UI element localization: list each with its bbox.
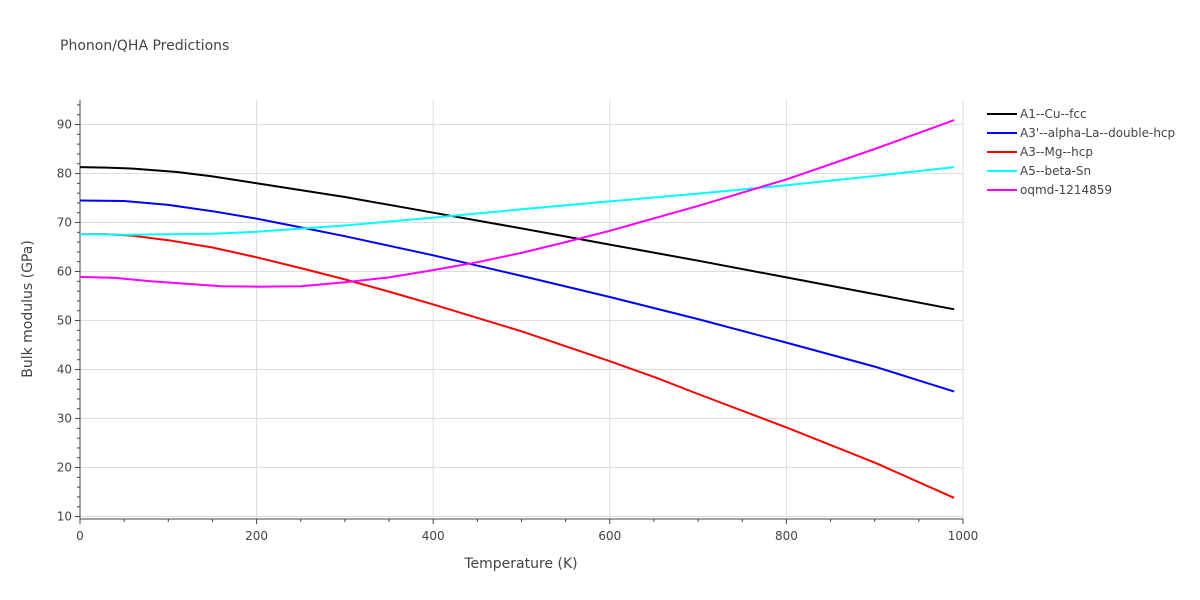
y-tick-label: 80 xyxy=(57,167,72,181)
legend-label-0: A1--Cu--fcc xyxy=(1020,107,1087,121)
series-line-4 xyxy=(79,119,955,288)
legend-label-1: A3'--alpha-La--double-hcp xyxy=(1020,126,1175,140)
y-tick-label: 90 xyxy=(57,118,72,132)
x-tick-label: 400 xyxy=(422,529,445,543)
series-line-0 xyxy=(79,166,955,311)
y-tick-label: 60 xyxy=(57,265,72,279)
y-tick-label: 10 xyxy=(57,510,72,524)
series-line-1 xyxy=(79,199,955,393)
y-tick-label: 70 xyxy=(57,216,72,230)
legend-label-2: A3--Mg--hcp xyxy=(1020,145,1093,159)
y-tick-label: 30 xyxy=(57,412,72,426)
x-tick-label: 1000 xyxy=(948,529,979,543)
legend-label-3: A5--beta-Sn xyxy=(1020,164,1091,178)
y-tick-label: 20 xyxy=(57,461,72,475)
x-axis-label: Temperature (K) xyxy=(463,556,577,572)
series-line-3 xyxy=(79,166,955,236)
series-layer xyxy=(79,119,955,499)
x-tick-label: 200 xyxy=(245,529,268,543)
y-axis-label: Bulk modulus (GPa) xyxy=(20,240,36,378)
y-tick-label: 50 xyxy=(57,314,72,328)
x-tick-label: 0 xyxy=(76,529,84,543)
chart-title: Phonon/QHA Predictions xyxy=(60,38,229,54)
axes-layer: 0 200 400 600 800 1000 10 20 30 40 50 60 70 80 90 xyxy=(57,100,979,543)
x-tick-label: 600 xyxy=(598,529,621,543)
legend: A1--Cu--fcc A3'--alpha-La--double-hcp A3--… xyxy=(987,107,1175,197)
legend-label-4: oqmd-1214859 xyxy=(1020,183,1112,197)
grid-layer xyxy=(80,100,964,519)
series-line-2 xyxy=(80,233,955,499)
x-tick-label: 800 xyxy=(775,529,798,543)
y-tick-label: 40 xyxy=(57,363,72,377)
